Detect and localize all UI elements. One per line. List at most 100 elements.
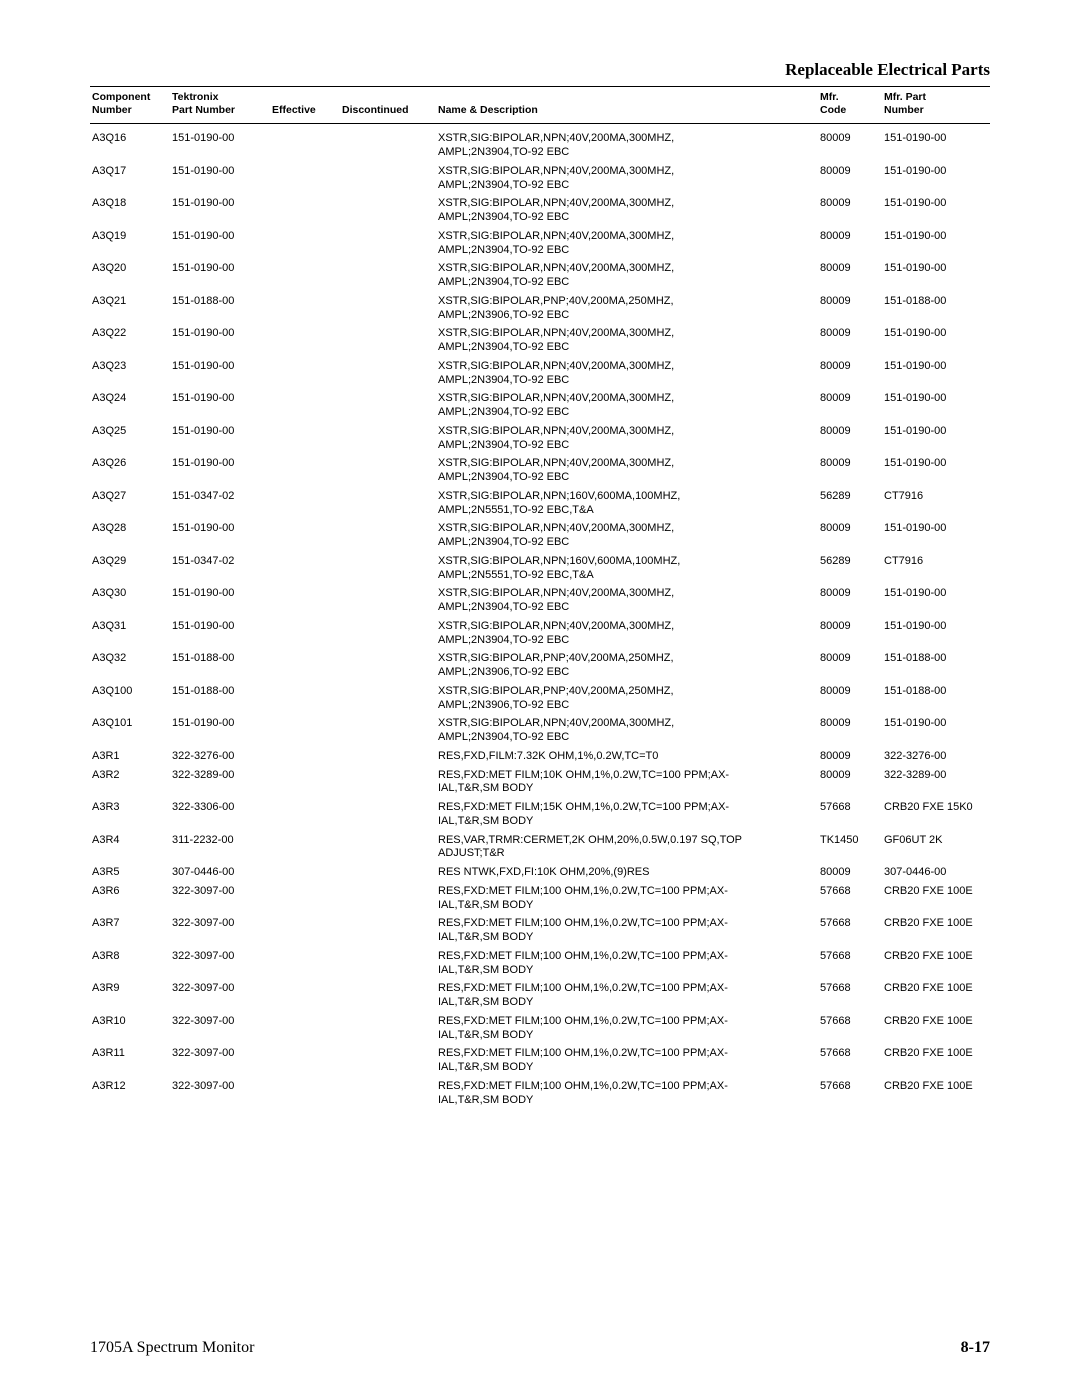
td-mfrpart: 151-0190-00 xyxy=(882,715,990,748)
td-part: 307-0446-00 xyxy=(170,864,270,883)
desc-line-2: IAL,T&R,SM BODY xyxy=(438,815,816,829)
td-mfrpart: 151-0188-00 xyxy=(882,650,990,683)
desc-line-1: XSTR,SIG:BIPOLAR,NPN;40V,200MA,300MHZ, xyxy=(438,425,816,439)
desc-line-2: IAL,T&R,SM BODY xyxy=(438,1061,816,1075)
desc-line-2: AMPL;2N3904,TO-92 EBC xyxy=(438,276,816,290)
td-component: A3Q31 xyxy=(90,617,170,650)
desc-line-1: XSTR,SIG:BIPOLAR,NPN;40V,200MA,300MHZ, xyxy=(438,392,816,406)
td-component: A3Q100 xyxy=(90,682,170,715)
table-row: A3R9322-3097-00RES,FXD:MET FILM;100 OHM,… xyxy=(90,980,990,1013)
td-effective xyxy=(270,390,340,423)
td-component: A3Q18 xyxy=(90,195,170,228)
table-row: A3Q25151-0190-00XSTR,SIG:BIPOLAR,NPN;40V… xyxy=(90,422,990,455)
desc-line-1: XSTR,SIG:BIPOLAR,NPN;40V,200MA,300MHZ, xyxy=(438,360,816,374)
td-part: 322-3097-00 xyxy=(170,1077,270,1110)
desc-line-1: XSTR,SIG:BIPOLAR,NPN;40V,200MA,300MHZ, xyxy=(438,457,816,471)
td-component: A3Q101 xyxy=(90,715,170,748)
td-mfrpart: CT7916 xyxy=(882,552,990,585)
td-part: 322-3097-00 xyxy=(170,882,270,915)
table-row: A3R6322-3097-00RES,FXD:MET FILM;100 OHM,… xyxy=(90,882,990,915)
table-row: A3Q21151-0188-00XSTR,SIG:BIPOLAR,PNP;40V… xyxy=(90,292,990,325)
td-part: 151-0190-00 xyxy=(170,325,270,358)
td-component: A3Q19 xyxy=(90,227,170,260)
desc-line-1: XSTR,SIG:BIPOLAR,PNP;40V,200MA,250MHZ, xyxy=(438,652,816,666)
td-part: 151-0190-00 xyxy=(170,617,270,650)
th-mfrpart: Mfr. PartNumber xyxy=(882,87,990,123)
td-mfrcode: 80009 xyxy=(818,422,882,455)
parts-table: ComponentNumber TektronixPart Number Eff… xyxy=(90,87,990,1110)
desc-line-1: XSTR,SIG:BIPOLAR,NPN;40V,200MA,300MHZ, xyxy=(438,132,816,146)
td-mfrcode: 80009 xyxy=(818,864,882,883)
footer-left: 1705A Spectrum Monitor xyxy=(90,1339,254,1357)
td-part: 322-3097-00 xyxy=(170,1012,270,1045)
table-row: A3R5307-0446-00RES NTWK,FXD,FI:10K OHM,2… xyxy=(90,864,990,883)
td-mfrpart: 151-0190-00 xyxy=(882,520,990,553)
td-part: 151-0347-02 xyxy=(170,552,270,585)
desc-line-1: XSTR,SIG:BIPOLAR,PNP;40V,200MA,250MHZ, xyxy=(438,685,816,699)
td-discontinued xyxy=(340,487,436,520)
td-effective xyxy=(270,260,340,293)
td-mfrpart: 151-0190-00 xyxy=(882,260,990,293)
desc-line-1: RES,FXD:MET FILM;100 OHM,1%,0.2W,TC=100 … xyxy=(438,1047,816,1061)
td-discontinued xyxy=(340,390,436,423)
td-discontinued xyxy=(340,260,436,293)
td-component: A3R5 xyxy=(90,864,170,883)
desc-line-1: RES,FXD:MET FILM;100 OHM,1%,0.2W,TC=100 … xyxy=(438,950,816,964)
td-effective xyxy=(270,715,340,748)
td-effective xyxy=(270,325,340,358)
desc-line-2: ADJUST;T&R xyxy=(438,847,816,861)
table-row: A3R4311-2232-00RES,VAR,TRMR:CERMET,2K OH… xyxy=(90,831,990,864)
td-mfrpart: 151-0190-00 xyxy=(882,162,990,195)
td-mfrcode: 80009 xyxy=(818,292,882,325)
td-component: A3R1 xyxy=(90,747,170,766)
td-mfrpart: CRB20 FXE 100E xyxy=(882,882,990,915)
table-row: A3Q27151-0347-02XSTR,SIG:BIPOLAR,NPN;160… xyxy=(90,487,990,520)
td-description: XSTR,SIG:BIPOLAR,NPN;40V,200MA,300MHZ,AM… xyxy=(436,520,818,553)
td-description: XSTR,SIG:BIPOLAR,NPN;40V,200MA,300MHZ,AM… xyxy=(436,162,818,195)
desc-line-1: RES,FXD:MET FILM;100 OHM,1%,0.2W,TC=100 … xyxy=(438,1015,816,1029)
td-mfrcode: 80009 xyxy=(818,260,882,293)
td-mfrcode: 80009 xyxy=(818,357,882,390)
td-component: A3Q28 xyxy=(90,520,170,553)
td-mfrpart: CT7916 xyxy=(882,487,990,520)
td-mfrpart: 151-0188-00 xyxy=(882,292,990,325)
desc-line-2: AMPL;2N3904,TO-92 EBC xyxy=(438,179,816,193)
td-description: XSTR,SIG:BIPOLAR,NPN;40V,200MA,300MHZ,AM… xyxy=(436,227,818,260)
table-row: A3Q29151-0347-02XSTR,SIG:BIPOLAR,NPN;160… xyxy=(90,552,990,585)
td-part: 322-3097-00 xyxy=(170,915,270,948)
td-discontinued xyxy=(340,650,436,683)
td-mfrcode: 80009 xyxy=(818,766,882,799)
td-description: RES,FXD:MET FILM;100 OHM,1%,0.2W,TC=100 … xyxy=(436,1077,818,1110)
desc-line-2: IAL,T&R,SM BODY xyxy=(438,931,816,945)
desc-line-2: IAL,T&R,SM BODY xyxy=(438,782,816,796)
page-footer: 1705A Spectrum Monitor 8-17 xyxy=(90,1339,990,1357)
th-part: TektronixPart Number xyxy=(170,87,270,123)
desc-line-1: XSTR,SIG:BIPOLAR,NPN;40V,200MA,300MHZ, xyxy=(438,620,816,634)
td-component: A3R10 xyxy=(90,1012,170,1045)
desc-line-1: XSTR,SIG:BIPOLAR,NPN;40V,200MA,300MHZ, xyxy=(438,165,816,179)
td-component: A3Q20 xyxy=(90,260,170,293)
td-description: XSTR,SIG:BIPOLAR,PNP;40V,200MA,250MHZ,AM… xyxy=(436,682,818,715)
table-row: A3Q31151-0190-00 XSTR,SIG:BIPOLAR,NPN;40V… xyxy=(90,617,990,650)
td-description: XSTR,SIG:BIPOLAR,NPN;40V,200MA,300MHZ,AM… xyxy=(436,455,818,488)
td-component: A3Q26 xyxy=(90,455,170,488)
td-discontinued xyxy=(340,227,436,260)
desc-line-2: AMPL;2N3904,TO-92 EBC xyxy=(438,536,816,550)
td-part: 151-0188-00 xyxy=(170,292,270,325)
td-mfrpart: CRB20 FXE 100E xyxy=(882,980,990,1013)
td-mfrcode: 57668 xyxy=(818,1077,882,1110)
td-part: 322-3306-00 xyxy=(170,799,270,832)
td-effective xyxy=(270,124,340,162)
td-effective xyxy=(270,947,340,980)
td-component: A3Q16 xyxy=(90,124,170,162)
td-mfrcode: 80009 xyxy=(818,747,882,766)
td-mfrcode: 57668 xyxy=(818,882,882,915)
td-discontinued xyxy=(340,864,436,883)
table-row: A3R12322-3097-00RES,FXD:MET FILM;100 OHM… xyxy=(90,1077,990,1110)
td-effective xyxy=(270,1045,340,1078)
th-effective: Effective xyxy=(270,87,340,123)
footer-page-number: 8-17 xyxy=(961,1339,990,1357)
td-mfrpart: 322-3289-00 xyxy=(882,766,990,799)
td-mfrcode: 80009 xyxy=(818,455,882,488)
table-row: A3Q16151-0190-00XSTR,SIG:BIPOLAR,NPN;40V… xyxy=(90,124,990,162)
